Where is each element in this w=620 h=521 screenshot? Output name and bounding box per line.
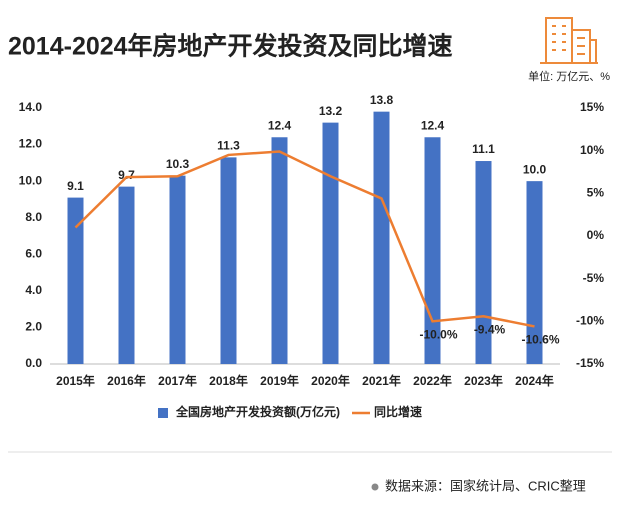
y-tick-label: 4.0 [25, 283, 42, 297]
source: 数据来源：国家统计局、CRIC整理 [385, 478, 586, 493]
bar [271, 137, 288, 364]
y2-tick-label: -10% [576, 314, 604, 328]
bar-value-label: 12.4 [421, 118, 445, 132]
y2-tick-label: -15% [576, 356, 604, 370]
bar [220, 157, 237, 364]
unit-note: 单位: 万亿元、% [528, 69, 610, 83]
x-tick-label: 2024年 [515, 373, 554, 388]
bar-value-label: 13.2 [319, 104, 343, 118]
x-tick-label: 2016年 [107, 373, 146, 388]
bar [475, 161, 492, 364]
bar-value-label: 12.4 [268, 118, 292, 132]
line-value-label: -10.6% [521, 333, 559, 347]
bar-value-label: 11.1 [472, 142, 495, 156]
y2-tick-label: -5% [583, 271, 605, 285]
bar-value-label: 9.1 [67, 179, 84, 193]
bar [169, 175, 186, 364]
bar-value-label: 13.8 [370, 93, 394, 107]
line-value-label: -9.4% [474, 322, 506, 336]
bar [424, 137, 441, 364]
legend-label: 全国房地产开发投资额(万亿元) [175, 404, 340, 419]
bar-value-label: 10.3 [166, 157, 190, 171]
y2-tick-label: 0% [587, 228, 605, 242]
y-tick-label: 10.0 [19, 173, 43, 187]
x-tick-label: 2023年 [464, 373, 503, 388]
x-tick-label: 2018年 [209, 373, 248, 388]
bar-value-label: 9.7 [118, 168, 135, 182]
bar-value-label: 10.0 [523, 162, 547, 176]
x-tick-label: 2020年 [311, 373, 350, 388]
x-tick-label: 2017年 [158, 373, 197, 388]
legend-label: 同比增速 [374, 404, 422, 419]
y2-tick-label: 5% [587, 186, 605, 200]
source-bullet [371, 483, 379, 491]
y-tick-label: 6.0 [25, 246, 42, 260]
bar [373, 111, 390, 365]
x-tick-label: 2015年 [56, 373, 95, 388]
bar [322, 122, 339, 364]
bar-value-label: 11.3 [217, 139, 240, 153]
building-icon [540, 17, 598, 64]
y2-tick-label: 15% [580, 100, 604, 114]
y-tick-label: 0.0 [25, 356, 42, 370]
bar [526, 181, 543, 364]
line [74, 150, 535, 328]
y-tick-label: 8.0 [25, 210, 42, 224]
y-tick-label: 14.0 [19, 100, 43, 114]
legend-swatch [158, 408, 168, 418]
y-tick-label: 12.0 [19, 137, 43, 151]
x-tick-label: 2019年 [260, 373, 299, 388]
y-tick-label: 2.0 [25, 320, 42, 334]
bar [67, 197, 84, 364]
line-value-label: -10.0% [419, 328, 457, 342]
chart-title: 2014-2024年房地产开发投资及同比增速 [8, 32, 453, 61]
bar [118, 186, 135, 364]
y2-tick-label: 10% [580, 143, 604, 157]
x-tick-label: 2022年 [413, 373, 452, 388]
x-tick-label: 2021年 [362, 373, 401, 388]
